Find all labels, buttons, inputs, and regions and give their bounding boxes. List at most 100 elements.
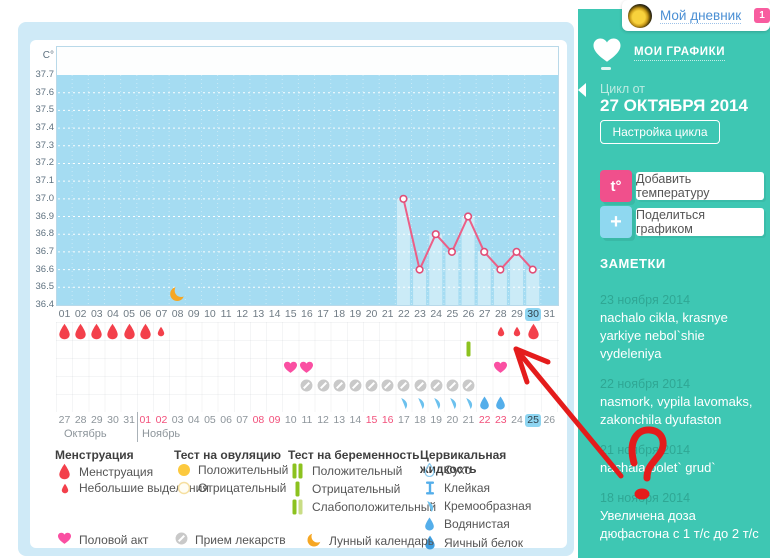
legend-item-label: Положительный (198, 463, 289, 477)
calendar-date: 25 (525, 413, 541, 427)
legend-group: Менструация Менструация Небольшие выделени… (55, 448, 209, 495)
pill-icon (347, 376, 364, 394)
cycle-day-number: 26 (462, 308, 475, 320)
calendar-date: 15 (365, 414, 378, 426)
my-diary-link[interactable]: Мой дневник (660, 7, 742, 24)
drop-large-icon (72, 322, 89, 340)
add-temperature-button[interactable]: Добавить температуру (636, 172, 764, 200)
cycle-day-number: 06 (139, 308, 152, 320)
calendar-date: 07 (236, 414, 249, 426)
cycle-day-number: 16 (301, 308, 313, 320)
cycle-day-number: 03 (90, 308, 103, 320)
y-tick-label: 37.4 (35, 122, 55, 134)
legend-item: Водянистая (422, 517, 510, 531)
cycle-day-number: 11 (220, 308, 232, 320)
legend-item: Отрицательный (176, 481, 286, 495)
diary-widget[interactable]: Мой дневник (622, 0, 770, 31)
intimacy-row (56, 358, 559, 376)
calendar-date: 09 (268, 414, 281, 426)
calendar-date: 05 (204, 414, 216, 426)
note-date: 23 ноября 2014 (600, 293, 691, 307)
cycle-day-number: 02 (74, 308, 87, 320)
cycle-day-number: 15 (284, 308, 297, 320)
note-date: 22 ноября 2014 (600, 377, 691, 391)
cycle-day-number: 19 (349, 308, 362, 320)
y-axis-unit-label: C° (42, 50, 54, 61)
calendar-date: 14 (349, 414, 362, 426)
pregnancy-negative-icon (460, 340, 477, 358)
pill-icon (444, 376, 461, 394)
fluid-sticky-icon (422, 481, 437, 495)
drop-small-icon (153, 322, 170, 340)
cycle-day-number: 25 (446, 308, 459, 320)
pregnancy-weak-icon (290, 499, 305, 515)
calendar-date: 03 (171, 414, 184, 426)
fluid-creamy-icon (444, 394, 461, 412)
note-date: 18 ноября 2014 (600, 491, 691, 505)
drop-small-icon (57, 483, 72, 494)
fluid-creamy-icon (422, 500, 437, 513)
chart-card: C° 37.7 37.6 37.5 37.4 37.3 37.2 37.1 37.0 36.9 3… (30, 40, 567, 550)
drop-small-icon (492, 322, 509, 340)
pill-icon (428, 376, 445, 394)
legend-item-label: Небольшие выделения (79, 481, 209, 495)
y-tick-label: 36.5 (35, 281, 55, 293)
cycle-day-number: 31 (543, 308, 556, 320)
legend-extra-item: Прием лекарств (175, 532, 286, 548)
y-tick-label: 37.1 (35, 175, 55, 187)
legend-item: Яичный белок (422, 535, 523, 550)
legend-group-title: Тест на овуляцию (174, 448, 281, 462)
menstruation-row (56, 322, 559, 340)
fluid-dry-icon (422, 463, 437, 477)
cycle-day-number: 10 (204, 308, 216, 320)
note-text: nachala bolet` grud` (600, 460, 716, 475)
add-temperature-action[interactable]: t° Добавить температуру (600, 170, 764, 202)
legend-item-label: Половой акт (79, 533, 149, 547)
drop-large-icon (56, 322, 73, 340)
drop-small-icon (508, 322, 525, 340)
pill-icon (412, 376, 429, 394)
y-tick-label: 36.9 (35, 210, 55, 222)
tests-row (56, 340, 559, 358)
heart-icon (282, 358, 299, 376)
cycle-settings-button[interactable]: Настройка цикла (600, 120, 720, 144)
fluid-watery-icon (422, 517, 437, 531)
calendar-date: 17 (398, 414, 410, 426)
y-tick-label: 37.6 (35, 86, 55, 98)
cycle-day-number: 08 (171, 308, 184, 320)
legend-item: Положительный (290, 463, 402, 479)
calendar-date: 23 (494, 414, 507, 426)
pill-icon (395, 376, 412, 394)
note: 22 ноября 2014 nasmork, vypila lavomaks, … (600, 376, 768, 429)
cycle-day-number: 14 (268, 308, 281, 320)
share-chart-button[interactable]: Поделиться графиком (636, 208, 764, 236)
y-tick-label: 37.3 (35, 139, 55, 151)
note-text: Увеличена доза дюфастона с 1 т/с до 2 т/… (600, 508, 759, 541)
legend-group: Тест на овуляцию Положительный Отрицательн… (174, 448, 288, 495)
sidebar: МОИ ГРАФИКИ Цикл от 27 ОКТЯБРЯ 2014 Наст… (578, 9, 770, 558)
legend-item-label: Отрицательный (312, 482, 401, 496)
legend-item: Отрицательный (290, 481, 400, 497)
y-tick-label: 36.6 (35, 263, 55, 275)
drop-large-icon (88, 322, 105, 340)
note-text: nachalo cikla, krasnye yarkiye nebol`shi… (600, 310, 728, 361)
note-date: 21 ноября 2014 (600, 443, 691, 457)
drop-large-icon (57, 463, 72, 480)
legend-item: Положительный (176, 463, 288, 477)
fluid-creamy-icon (412, 394, 429, 412)
pregnancy-positive-icon (290, 463, 305, 479)
cycle-day-number: 27 (478, 308, 491, 320)
y-tick-label: 37.7 (35, 69, 55, 80)
pill-icon (331, 376, 348, 394)
calendar-date: 20 (446, 414, 459, 426)
share-chart-action[interactable]: + Поделиться графиком (600, 206, 764, 238)
legend-item: Клейкая (422, 481, 490, 495)
avatar[interactable] (628, 3, 652, 28)
cycle-day-number: 23 (414, 308, 426, 320)
drop-large-icon (137, 322, 154, 340)
legend-item: Сухо (422, 463, 471, 477)
sidebar-section-title[interactable]: МОИ ГРАФИКИ (634, 46, 726, 61)
cycle-day-number: 28 (494, 308, 507, 320)
fluid-watery-icon (492, 394, 509, 412)
note: 18 ноября 2014 Увеличена доза дюфастона с… (600, 490, 768, 543)
